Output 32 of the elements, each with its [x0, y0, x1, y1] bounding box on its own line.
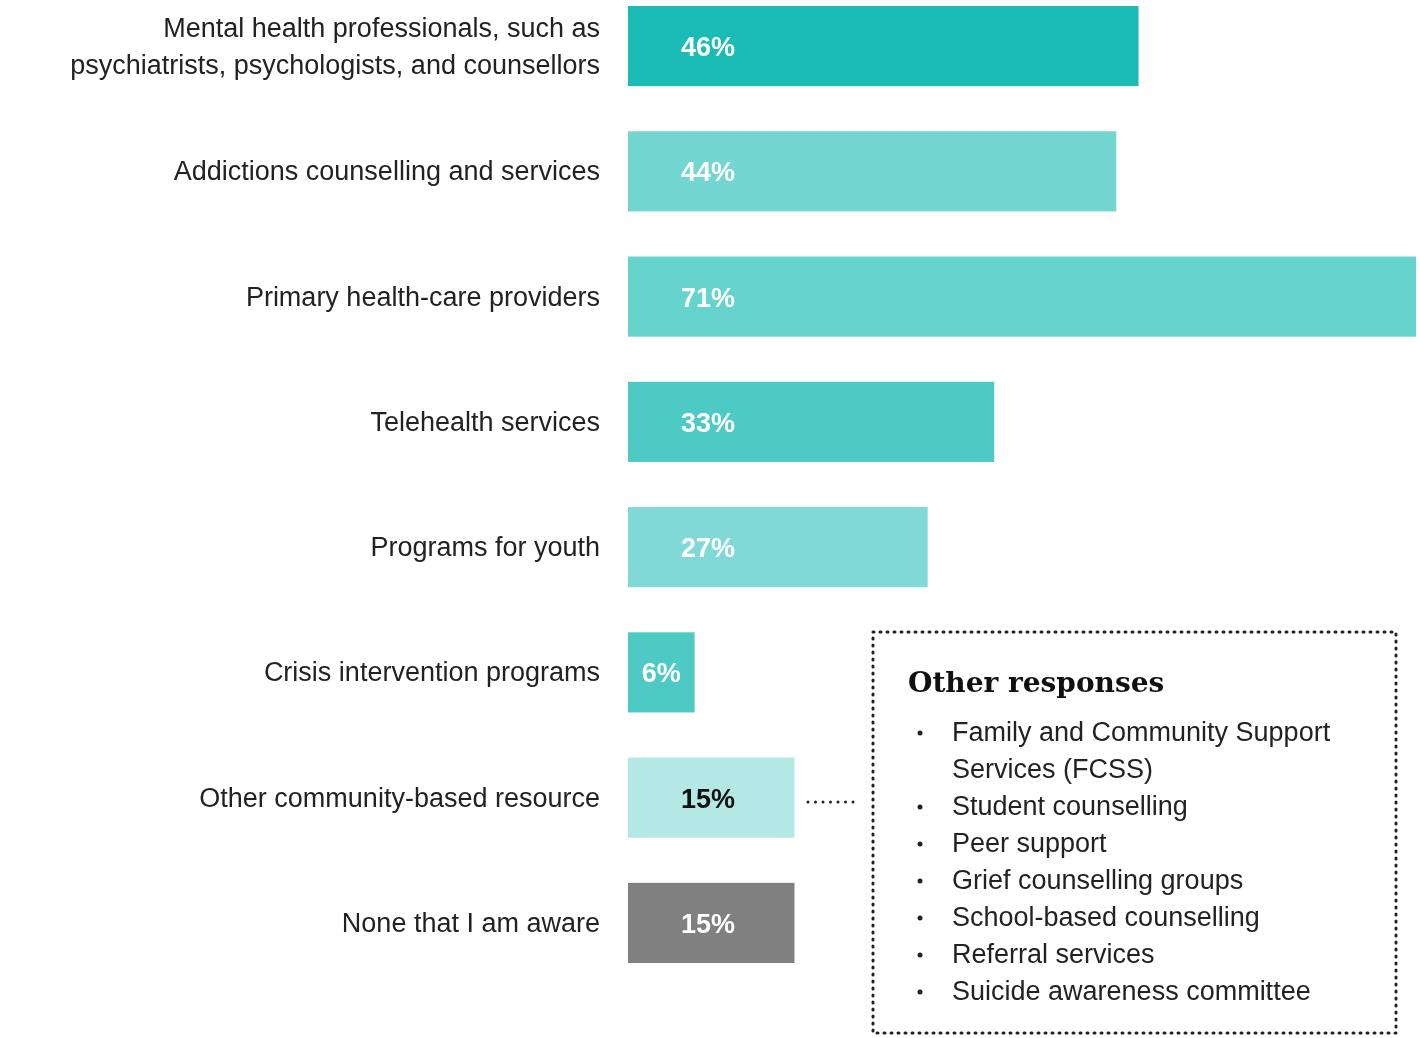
annotation: Peer support	[952, 828, 1108, 858]
bar	[628, 6, 1139, 87]
annotation: Referral services	[952, 939, 1155, 969]
y-tick-label: Primary health-care providers	[245, 281, 600, 312]
bar	[628, 757, 795, 838]
y-tick-label: Telehealth services	[370, 406, 600, 437]
bar	[628, 381, 995, 462]
y-tick-label: Crisis intervention programs	[263, 657, 600, 688]
data-label: 71%	[680, 282, 736, 313]
data-label: 33%	[680, 407, 736, 438]
data-label: 44%	[680, 157, 736, 188]
bar	[628, 256, 1416, 337]
data-label: 15%	[680, 783, 736, 814]
data-label: 27%	[680, 533, 736, 564]
annotation: Other responses	[908, 666, 1165, 699]
data-label: 15%	[680, 908, 736, 939]
annotation: School-based counselling	[952, 902, 1260, 932]
annotation: Family and Community Support Services (FCSS)	[952, 717, 1331, 784]
annotation: Grief counselling groups	[952, 865, 1244, 895]
annotation: Student counselling	[952, 791, 1188, 821]
y-tick-label: None that I am aware	[341, 907, 600, 938]
y-tick-label: Mental health professionals, such as psychiatrists, psychologists, and counsellors	[70, 12, 600, 80]
y-tick-label: Programs for youth	[370, 532, 600, 563]
y-tick-label: Other community-based resource	[199, 782, 600, 813]
annotation: Suicide awareness committee	[952, 976, 1311, 1006]
bar	[628, 131, 1117, 212]
data-label: 6%	[641, 658, 681, 689]
bar	[628, 507, 928, 588]
data-label: 46%	[680, 32, 736, 63]
bar	[628, 882, 795, 963]
bar	[628, 632, 695, 713]
y-tick-label: Addictions counselling and services	[173, 156, 600, 187]
